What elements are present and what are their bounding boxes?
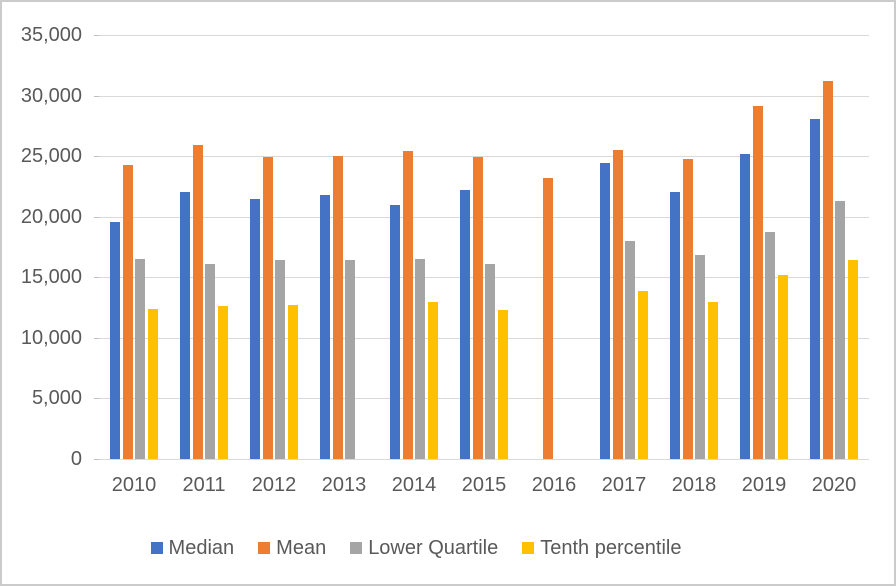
- x-axis-label: 2010: [111, 474, 157, 496]
- bar-mean-2010: [122, 164, 133, 459]
- bar-lower-quartile-2014: [415, 259, 426, 459]
- legend-item-lower-quartile: Lower Quartile: [350, 538, 498, 558]
- gridline: [99, 35, 869, 36]
- x-axis-label: 2016: [531, 474, 577, 496]
- bar-tenth-percentile-2012: [287, 305, 298, 459]
- bar-tenth-percentile-2019: [777, 274, 788, 459]
- x-axis-label: 2020: [811, 474, 857, 496]
- bar-median-2020: [810, 118, 821, 459]
- legend-label: Lower Quartile: [368, 537, 499, 559]
- y-axis-label: 35,000: [20, 24, 82, 46]
- bar-lower-quartile-2015: [485, 263, 496, 459]
- y-axis-label: 20,000: [20, 205, 82, 228]
- bar-median-2012: [250, 198, 261, 459]
- bar-lower-quartile-2012: [275, 260, 286, 459]
- legend-label: Median: [168, 537, 235, 559]
- gridline: [99, 398, 869, 400]
- y-axis-tick: [94, 277, 99, 279]
- bar-tenth-percentile-2018: [707, 301, 718, 459]
- legend-swatch: [522, 542, 535, 554]
- bar-mean-2019: [752, 106, 763, 459]
- bar-mean-2017: [612, 150, 623, 459]
- bar-mean-2020: [822, 81, 833, 459]
- bar-tenth-percentile-2020: [847, 260, 858, 459]
- bar-mean-2011: [192, 145, 203, 459]
- bar-mean-2013: [332, 156, 343, 459]
- bar-mean-2015: [472, 157, 483, 459]
- x-axis-label: 2011: [182, 474, 226, 496]
- bar-median-2017: [600, 163, 611, 459]
- y-axis-label: 5,000: [31, 387, 82, 410]
- x-axis-label: 2017: [601, 474, 647, 496]
- y-axis-tick: [94, 95, 99, 97]
- bar-tenth-percentile-2010: [147, 308, 158, 459]
- bar-median-2014: [390, 204, 401, 459]
- y-axis-label: 0: [70, 448, 82, 470]
- y-axis-tick: [94, 156, 99, 158]
- y-axis-tick: [94, 216, 99, 218]
- y-axis-tick: [94, 337, 99, 339]
- bar-median-2018: [670, 192, 681, 459]
- bar-median-2015: [460, 190, 471, 459]
- x-axis-label: 2019: [741, 474, 787, 496]
- bar-median-2010: [110, 221, 121, 459]
- gridline: [99, 95, 869, 97]
- bar-lower-quartile-2017: [625, 240, 636, 459]
- gridline: [99, 459, 869, 460]
- bar-lower-quartile-2019: [765, 232, 776, 459]
- y-axis-label: 15,000: [20, 266, 82, 289]
- legend: Median Mean Lower Quartile Tenth percentile: [2, 536, 830, 560]
- y-axis-tick: [94, 35, 99, 36]
- bar-lower-quartile-2020: [835, 200, 846, 459]
- x-axis-label: 2012: [251, 474, 297, 496]
- gridline: [99, 216, 869, 218]
- bar-lower-quartile-2013: [345, 260, 356, 459]
- legend-item-median: Median: [150, 537, 235, 559]
- x-axis-label: 2014: [391, 474, 437, 496]
- bar-mean-2014: [402, 151, 413, 459]
- bar-mean-2016: [542, 177, 553, 459]
- legend-item-tenth-percentile: Tenth percentile: [522, 538, 681, 558]
- legend-label: Tenth percentile: [540, 537, 682, 559]
- y-axis-label: 10,000: [20, 326, 82, 349]
- legend-item-mean: Mean: [258, 538, 326, 558]
- legend-swatch: [350, 542, 363, 554]
- bar-tenth-percentile-2015: [497, 309, 508, 459]
- gridline: [99, 156, 869, 158]
- gridline: [99, 337, 869, 339]
- bar-mean-2012: [262, 157, 273, 459]
- legend-swatch: [258, 542, 271, 554]
- y-axis-tick: [94, 459, 99, 460]
- x-axis-label: 2018: [671, 474, 717, 496]
- x-axis-label: 2013: [321, 474, 367, 496]
- bar-tenth-percentile-2014: [427, 301, 438, 459]
- bar-mean-2018: [682, 158, 693, 459]
- bar-median-2019: [740, 153, 751, 459]
- y-axis-label: 30,000: [20, 84, 82, 107]
- bar-tenth-percentile-2011: [217, 306, 228, 459]
- y-axis-label: 25,000: [20, 145, 82, 168]
- legend-label: Mean: [276, 537, 327, 559]
- legend-swatch: [150, 542, 163, 554]
- bar-lower-quartile-2011: [205, 263, 216, 459]
- bar-tenth-percentile-2017: [637, 290, 648, 459]
- gridline: [99, 277, 869, 279]
- x-axis-label: 2015: [461, 474, 507, 496]
- bar-lower-quartile-2018: [695, 255, 706, 459]
- bar-lower-quartile-2010: [135, 259, 146, 459]
- bar-median-2013: [320, 194, 331, 459]
- bar-median-2011: [180, 192, 191, 459]
- y-axis-tick: [94, 398, 99, 400]
